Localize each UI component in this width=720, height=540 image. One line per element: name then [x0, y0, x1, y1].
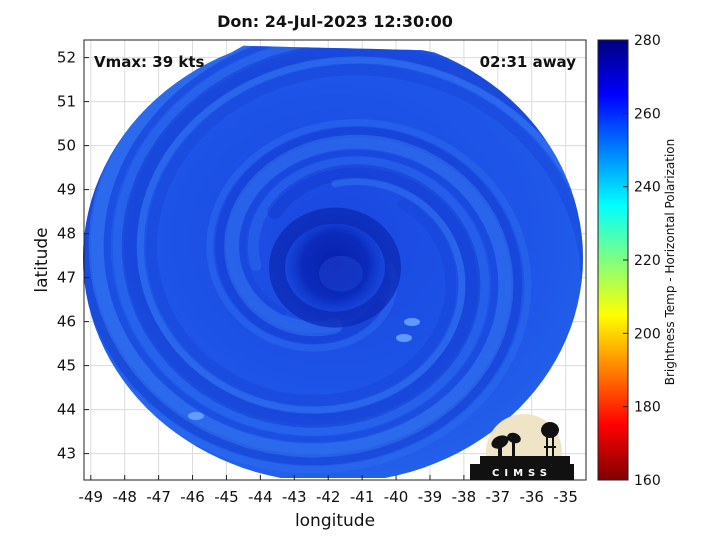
eye [319, 255, 363, 292]
x-tick-label: -37 [486, 488, 511, 506]
eyewall [269, 207, 401, 328]
bright-spot [396, 334, 412, 342]
rain-band [83, 118, 532, 474]
rain-band [103, 45, 536, 444]
bright-spot [188, 412, 204, 420]
y-tick-label: 48 [57, 225, 76, 243]
x-tick-label: -47 [146, 488, 171, 506]
colorbar-tick-label: 160 [634, 473, 661, 489]
colorbar-tick-label: 220 [634, 253, 661, 269]
x-tick-label: -44 [248, 488, 273, 506]
time-away-annotation: 02:31 away [479, 53, 576, 71]
y-axis-label: latitude [32, 227, 52, 293]
y-tick-label: 44 [57, 401, 76, 419]
y-tick-label: 51 [57, 93, 76, 111]
microwave-swath [83, 45, 583, 479]
y-tick-label: 45 [57, 357, 76, 375]
y-tick-label: 52 [57, 49, 76, 67]
x-tick-label: -38 [452, 488, 477, 506]
x-tick-label: -40 [384, 488, 409, 506]
x-axis-label: longitude [294, 511, 376, 531]
colorbar-tick-label: 200 [634, 326, 661, 342]
x-tick-label: -35 [553, 488, 578, 506]
x-tick-label: -39 [418, 488, 443, 506]
colorbar-tick-label: 240 [634, 180, 661, 196]
x-axis: -49 -48 -47 -46 -45 -44 -43 -42 -41 -40 -39 -38 -37-… [79, 475, 578, 506]
x-tick-label: -36 [519, 488, 544, 506]
x-tick-label: -45 [214, 488, 239, 506]
plot-frame [83, 39, 587, 481]
rain-band [112, 45, 583, 436]
colorbar-tick-label: 260 [634, 106, 661, 122]
colorbar-tick-label: 280 [634, 33, 661, 49]
y-tick-label: 50 [57, 137, 76, 155]
colorbar-tick-label: 180 [634, 400, 661, 416]
chart-title: Don: 24-Jul-2023 12:30:00 [217, 12, 453, 31]
y-tick-label: 49 [57, 181, 76, 199]
x-tick-label: -49 [79, 488, 104, 506]
rain-band [88, 45, 514, 458]
x-tick-label: -48 [112, 488, 137, 506]
vmax-annotation: Vmax: 39 kts [94, 53, 205, 71]
rain-band [136, 56, 583, 479]
logo-text: CIMSS [492, 468, 552, 479]
x-tick-label: -42 [316, 488, 341, 506]
bright-spot [404, 318, 420, 326]
y-tick-label: 47 [57, 269, 76, 287]
y-tick-label: 43 [57, 445, 76, 463]
y-tick-label: 46 [57, 313, 76, 331]
x-tick-label: -46 [180, 488, 205, 506]
cimss-logo: CIMSS [470, 414, 574, 480]
rain-band [83, 90, 523, 466]
x-tick-label: -41 [350, 488, 375, 506]
colorbar-ticks: 160 180 200 220 240 260 280 [623, 33, 661, 489]
x-tick-label: -43 [282, 488, 307, 506]
y-axis: 43 44 45 46 47 48 49 50 51 52 [57, 49, 89, 463]
colorbar-label: Brightness Temp - Horizontal Polarizatio… [663, 138, 677, 386]
